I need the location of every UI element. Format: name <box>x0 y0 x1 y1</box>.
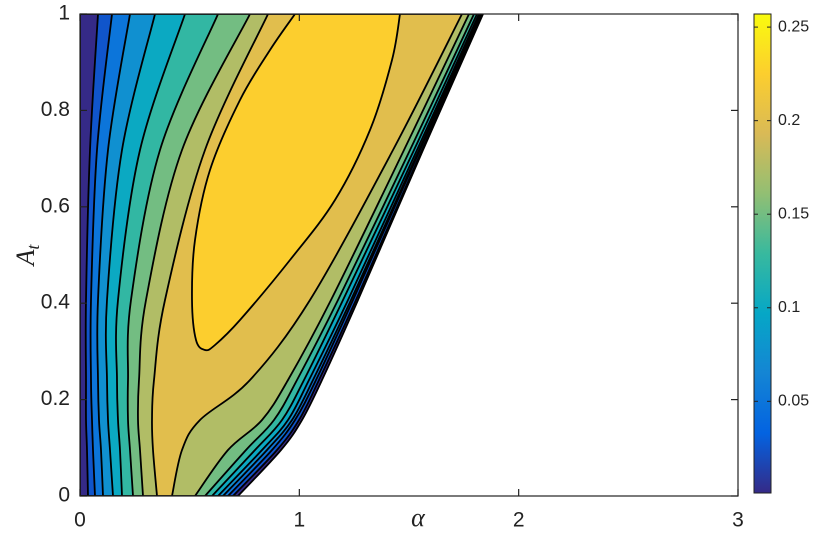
x-axis-label: α <box>411 503 426 532</box>
colorbar-tick-label: 0.25 <box>778 18 809 35</box>
x-tick-label: 0 <box>74 509 86 532</box>
colorbar-tick-label: 0.2 <box>778 112 800 129</box>
colorbar-tick-label: 0.05 <box>778 393 809 410</box>
x-tick-label: 2 <box>513 509 525 532</box>
y-axis-label-main: A <box>11 249 40 267</box>
y-tick-label: 0.2 <box>41 387 70 410</box>
y-tick-label: 0.4 <box>41 291 71 314</box>
colorbar-tick-label: 0.15 <box>778 205 809 222</box>
colorbar-tick-label: 0.1 <box>778 299 800 316</box>
y-tick-label: 0 <box>58 484 70 507</box>
y-tick-label: 0.6 <box>41 194 70 217</box>
contour-fill <box>80 14 484 496</box>
x-tick-label: 3 <box>732 509 744 532</box>
y-tick-label: 0.8 <box>41 98 70 121</box>
colorbar <box>753 13 772 494</box>
x-tick-label: 1 <box>293 509 305 532</box>
contour-region <box>191 14 401 352</box>
y-tick-label: 1 <box>58 2 70 25</box>
y-axis-label: At <box>11 244 43 268</box>
y-axis-label-subscript: t <box>23 244 43 250</box>
plot-frame <box>79 13 739 497</box>
